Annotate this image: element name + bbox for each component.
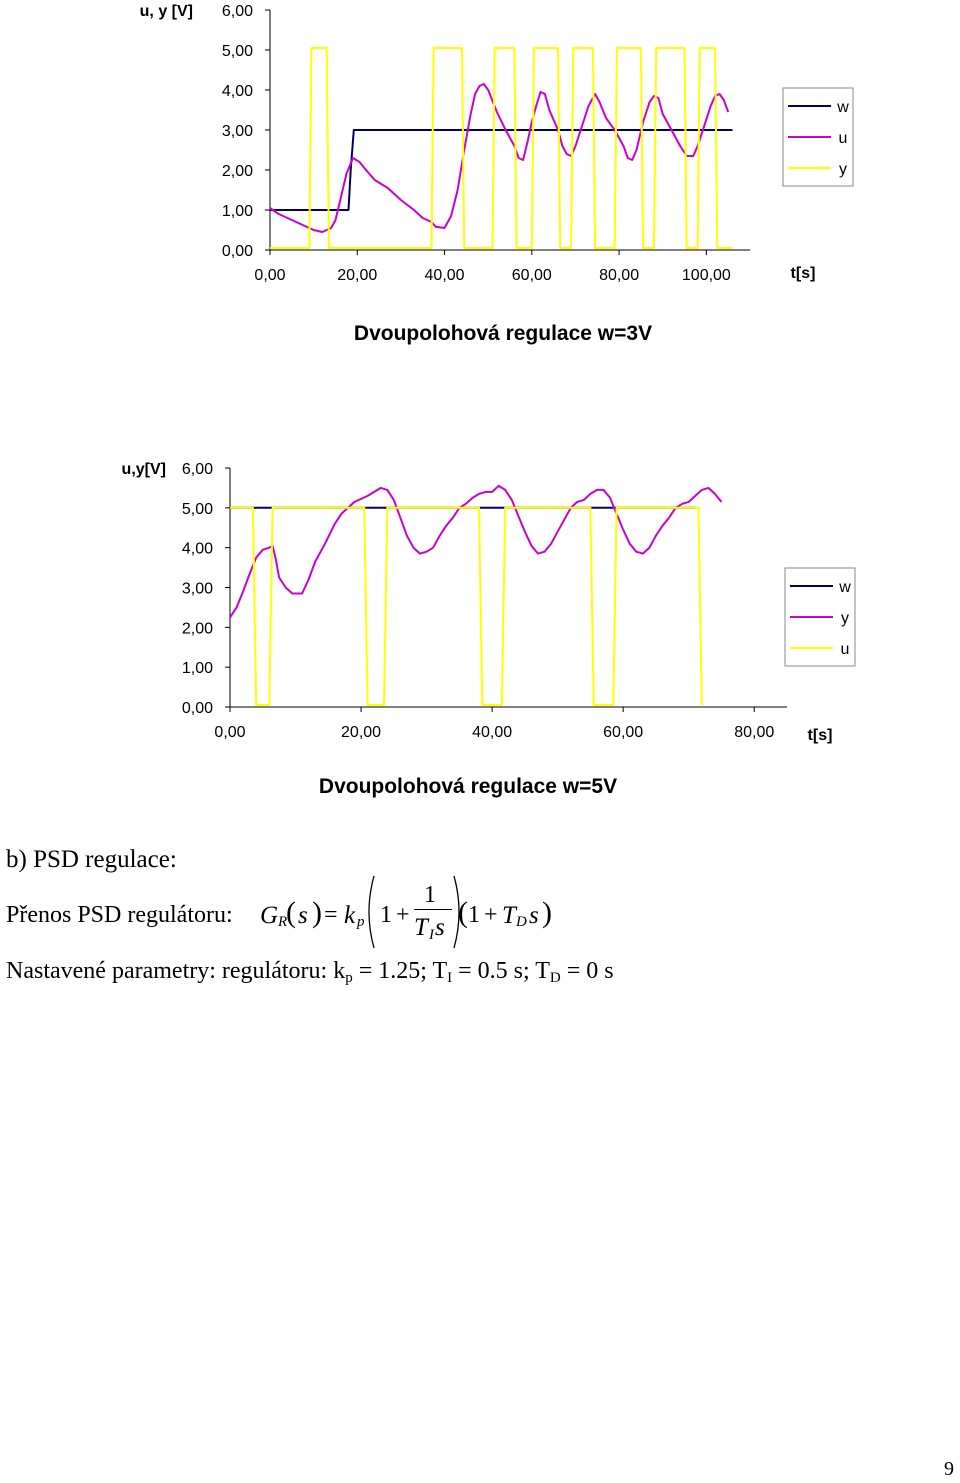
formula-s: s [529,902,539,929]
kp-subscript: p [345,970,353,986]
x-tick-label: 60,00 [512,267,552,284]
chart-w3: 0,00 1,00 2,00 3,00 4,00 5,00 6,00 0,00 20,00 40,… [140,3,854,345]
formula-s: s [435,914,445,941]
y-tick-label: 0,00 [222,243,253,260]
td-value: = 0 s [560,958,614,984]
formula-s: s [298,902,308,929]
y-axis-label: u,y[V] [122,461,166,478]
y-tick-label: 1,00 [222,203,253,220]
ti-value: = 0.5 s; T [452,958,550,984]
x-tick-label: 100,00 [682,267,731,284]
y-tick-label: 4,00 [222,83,253,100]
series-line-w [270,129,733,211]
formula-T: T [414,914,428,941]
parameters-line: Nastavené parametry: regulátoru: kp = 1.… [6,958,614,987]
y-tick-label: 6,00 [222,3,253,20]
params-prefix: Nastavené parametry: regulátoru: k [6,958,346,984]
formula-paren: ) [542,896,552,929]
big-paren-left [368,875,375,949]
series-line-u [269,83,730,233]
fraction-bar [414,909,452,910]
series-line-y [270,47,733,249]
formula-I: I [429,927,434,943]
x-tick-label: 0,00 [214,724,245,741]
ti-subscript: I [447,970,453,986]
formula-label: Přenos PSD regulátoru: [6,902,233,928]
section-title: b) PSD regulace: [6,846,177,873]
legend-label-u: u [839,130,848,147]
formula-D: D [516,914,527,930]
legend-label-y: y [841,610,849,627]
x-axis-label: t[s] [791,265,816,282]
formula-equals: = [324,902,338,928]
series-line-u [230,506,703,706]
x-tick-label: 40,00 [425,267,465,284]
formula-R: R [278,914,288,930]
x-tick-label: 80,00 [734,724,774,741]
x-tick-label: 0,00 [254,267,285,284]
y-tick-label: 2,00 [182,620,213,637]
y-tick-label: 0,00 [182,700,213,717]
formula-G: G [260,902,279,929]
formula-T: T [502,902,516,929]
formula-line: Přenos PSD regulátoru: G R ( s ) = k p 1… [6,875,706,956]
formula-one: 1 [380,902,392,928]
y-tick-label: 2,00 [222,163,253,180]
legend-label-y: y [839,161,847,178]
x-tick-label: 20,00 [337,267,377,284]
y-tick-label: 3,00 [182,581,213,598]
formula-k: k [344,902,356,929]
fraction-numerator: 1 [424,882,436,908]
formula-paren: ) [312,896,322,929]
chart-w5: 0,00 1,00 2,00 3,00 4,00 5,00 6,00 0,00 20,00 40,… [122,461,856,798]
x-axis-label: t[s] [808,727,833,744]
legend-label-w: w [836,99,849,116]
chart-title: Dvoupolohová regulace w=3V [354,322,652,345]
td-subscript: D [549,970,561,986]
x-tick-label: 60,00 [603,724,643,741]
kp-value: = 1.25; T [352,958,448,984]
chart-title: Dvoupolohová regulace w=5V [319,775,617,798]
formula-plus: + [484,902,498,928]
y-axis-label: u, y [V] [140,3,193,20]
y-tick-label: 3,00 [222,123,253,140]
series-line-y [229,484,723,618]
y-tick-label: 4,00 [182,541,213,558]
y-tick-label: 1,00 [182,660,213,677]
legend-label-u: u [841,641,850,658]
formula-paren: ( [458,896,468,929]
y-tick-label: 5,00 [222,43,253,60]
x-tick-label: 20,00 [341,724,381,741]
formula-paren: ( [286,896,296,929]
y-tick-label: 5,00 [182,501,213,518]
y-tick-label: 6,00 [182,461,213,478]
page-number: 9 [944,1458,954,1480]
formula-plus: + [396,902,410,928]
formula-p: p [357,914,365,930]
legend-label-w: w [838,579,851,596]
x-tick-label: 80,00 [599,267,639,284]
formula-one: 1 [468,902,480,928]
x-tick-label: 40,00 [472,724,512,741]
big-paren-right [453,875,460,949]
transfer-function-formula: G R ( s ) = k p 1 + 1 T I s ( 1 + T D s … [254,875,594,956]
